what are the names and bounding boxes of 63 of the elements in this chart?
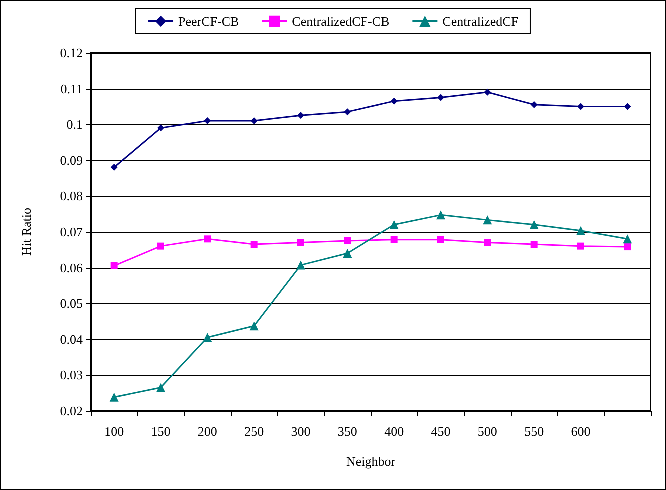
y-tick-label: 0.08 [60, 188, 83, 204]
x-tick-label: 600 [571, 424, 591, 439]
y-tick-label: 0.02 [60, 404, 83, 418]
y-tick-label: 0.09 [60, 152, 83, 168]
x-tick-label: 250 [244, 424, 264, 439]
point [110, 164, 118, 172]
x-tick-label: 400 [384, 424, 404, 439]
point [530, 241, 538, 248]
point [203, 333, 212, 342]
y-tick-label: 0.11 [60, 81, 83, 96]
point [158, 124, 164, 132]
point [250, 322, 259, 331]
x-tick-label: 500 [478, 424, 498, 439]
point [250, 241, 258, 248]
point [438, 236, 444, 244]
point [204, 236, 212, 243]
point [623, 234, 632, 244]
point [530, 101, 538, 108]
point [438, 94, 444, 102]
point [578, 242, 584, 250]
y-tick-label: 0.05 [60, 296, 83, 312]
legend-label: CentralizedCF-CB [292, 14, 390, 29]
x-tick-label: 350 [338, 424, 358, 439]
point [483, 216, 492, 225]
y-axis-title: Hit Ratio [19, 208, 34, 256]
point [390, 236, 398, 244]
y-tick-label: 0.04 [60, 332, 84, 347]
y-tick-label: 0.06 [60, 260, 84, 276]
x-tick-label: 100 [104, 424, 124, 439]
point [296, 260, 306, 270]
point [390, 98, 398, 105]
x-tick-label: 200 [198, 424, 218, 439]
y-tick-label: 0.03 [60, 368, 83, 383]
point [578, 103, 584, 110]
legend-label: PeerCF-CB [178, 14, 240, 29]
point [344, 108, 352, 116]
point [484, 239, 492, 246]
point [298, 112, 304, 120]
y-tick-label: 0.12 [60, 46, 83, 60]
point [390, 220, 399, 230]
y-tick-label: 0.1 [66, 117, 83, 132]
point [156, 383, 166, 392]
point [298, 239, 304, 246]
x-axis-title: Neighbor [346, 454, 396, 469]
point [344, 237, 352, 244]
point [624, 244, 632, 251]
point [250, 118, 258, 125]
x-tick-label: 550 [524, 424, 544, 439]
x-tick-label: 150 [151, 424, 171, 439]
x-tick-label: 300 [291, 424, 311, 439]
point [530, 220, 539, 230]
legend-label: CentralizedCF [442, 14, 518, 29]
point [110, 392, 119, 402]
y-tick-label: 0.07 [60, 224, 84, 240]
point [204, 118, 212, 125]
point [343, 248, 352, 258]
point [436, 210, 446, 220]
point [158, 242, 164, 250]
point [576, 226, 586, 236]
point [484, 88, 492, 96]
x-tick-label: 450 [431, 424, 451, 439]
point [110, 262, 118, 270]
point [624, 103, 632, 110]
